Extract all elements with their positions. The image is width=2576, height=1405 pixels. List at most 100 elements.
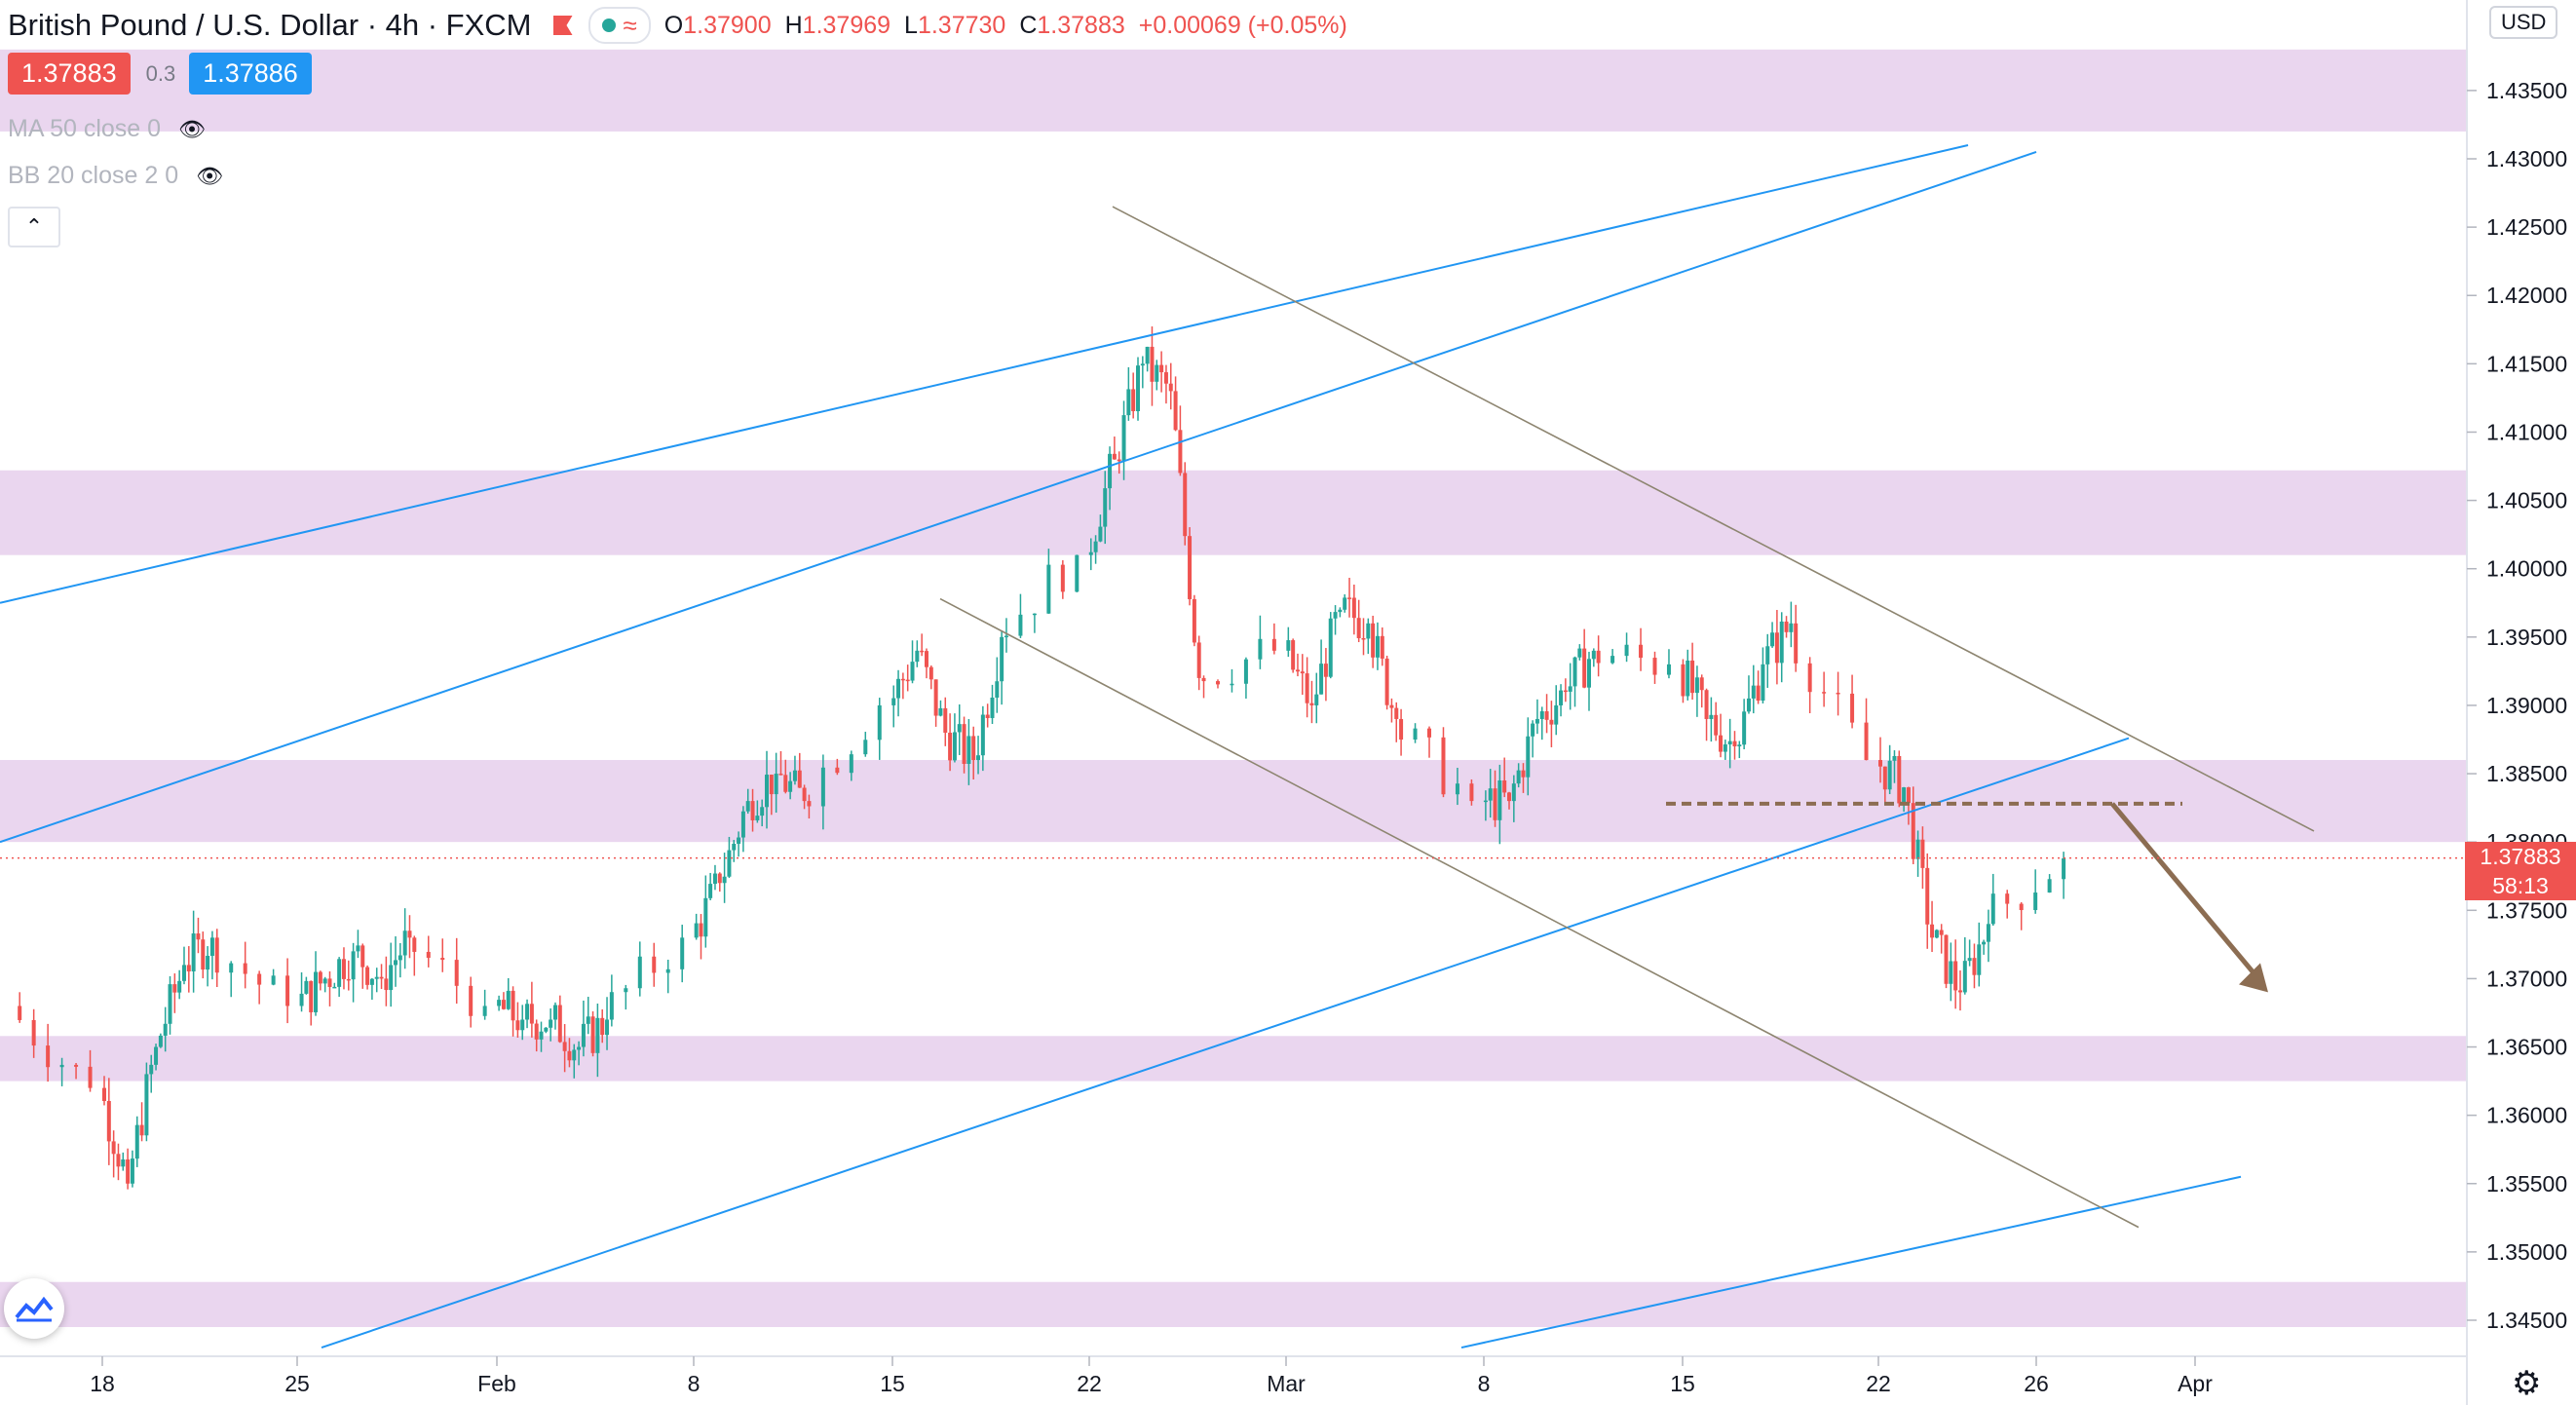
candle-body — [1328, 618, 1333, 677]
candle-body — [102, 1087, 106, 1101]
candle-body — [737, 837, 741, 845]
candle-body — [440, 958, 445, 961]
candle-body — [1351, 597, 1356, 619]
candle-body — [788, 780, 793, 792]
candle-body — [196, 933, 201, 940]
candle-body — [1911, 803, 1915, 859]
candle-body — [341, 959, 346, 979]
support-resistance-zone — [0, 1281, 2467, 1328]
lower-parallel-line — [1460, 1175, 2242, 1349]
candle-body — [144, 1074, 149, 1136]
candle-body — [506, 990, 511, 1009]
candle-body — [1488, 788, 1493, 801]
candle-body — [1319, 664, 1324, 695]
descending-trendline-lower — [939, 597, 2140, 1229]
candle-body — [1347, 597, 1352, 599]
candle-body — [229, 963, 234, 973]
candle-body — [1192, 598, 1196, 643]
candle-body — [1150, 346, 1155, 382]
ohlc-low: L1.37730 — [904, 11, 1006, 39]
indicator-ma[interactable]: MA 50 close 0 👁︎ — [8, 115, 206, 143]
candle-body — [1962, 961, 1967, 993]
price-tick-label: 1.39000 — [2486, 693, 2567, 718]
candle-body — [1427, 728, 1432, 738]
candle-body — [412, 937, 417, 952]
candle-body — [595, 1017, 600, 1053]
candle-body — [915, 650, 920, 663]
candle-body — [1375, 635, 1380, 658]
candle-body — [740, 811, 745, 838]
candle-body — [1751, 685, 1756, 699]
candle-body — [1534, 718, 1539, 724]
candle-body — [374, 976, 379, 979]
candle-body — [783, 775, 788, 792]
candle-body — [1140, 363, 1145, 366]
symbol-title[interactable]: British Pound / U.S. Dollar · 4h · FXCM — [8, 8, 532, 42]
candle-body — [549, 1019, 553, 1028]
logo-icon — [15, 1296, 54, 1322]
candle-body — [139, 1124, 144, 1136]
bearish-arrow-shaft — [2110, 802, 2260, 981]
candle-body — [534, 1023, 539, 1040]
candle-body — [1761, 664, 1765, 702]
price-tick-label: 1.40500 — [2486, 488, 2567, 513]
candle-body — [877, 704, 882, 740]
candle-body — [1126, 389, 1131, 416]
data-status-pill[interactable]: ≈ — [587, 7, 651, 44]
candle-body — [637, 956, 642, 989]
candle-body — [1897, 755, 1902, 804]
candle-body — [1930, 924, 1935, 938]
candle-body — [1699, 677, 1704, 691]
candle-body — [88, 1066, 93, 1088]
candle-body — [1554, 704, 1559, 725]
price-tick-label: 1.43500 — [2486, 78, 2567, 103]
candle-body — [1949, 961, 1953, 984]
candle-body — [1915, 839, 1920, 859]
candle-body — [896, 678, 901, 699]
candle-body — [1972, 958, 1977, 975]
chevron-up-icon: ⌃ — [24, 214, 44, 239]
time-tick-label: 26 — [2024, 1371, 2049, 1396]
candle-body — [1366, 623, 1371, 639]
eye-hidden-icon[interactable]: 👁︎ — [178, 116, 206, 141]
support-resistance-zone — [0, 470, 2467, 555]
candle-body — [1934, 930, 1939, 938]
candle-body — [1774, 632, 1779, 664]
candle-body — [1794, 623, 1799, 664]
tradingview-logo-button[interactable] — [4, 1278, 64, 1339]
candle-body — [1309, 702, 1314, 705]
collapse-legend-button[interactable]: ⌃ — [8, 207, 60, 247]
indicator-bb[interactable]: BB 20 close 2 0 👁︎ — [8, 162, 223, 190]
candle-body — [586, 1016, 590, 1024]
candle-body — [1178, 430, 1183, 474]
eye-hidden-icon[interactable]: 👁︎ — [196, 163, 224, 188]
currency-button[interactable]: USD — [2489, 6, 2558, 39]
candle-body — [1925, 867, 1930, 925]
candle-body — [966, 736, 971, 764]
candle-body — [1291, 640, 1296, 670]
candle-body — [1163, 372, 1168, 384]
candle-body — [552, 1005, 557, 1020]
candle-body — [1596, 650, 1601, 664]
candle-body — [1441, 737, 1446, 795]
candle-body — [31, 1019, 36, 1046]
candle-body — [379, 976, 384, 979]
candle-body — [971, 736, 976, 761]
price-tick-label: 1.42500 — [2486, 214, 2567, 240]
buy-button[interactable]: 1.37886 — [189, 53, 312, 95]
candle-body — [407, 930, 412, 938]
candle-body — [1168, 383, 1173, 392]
candle-body — [600, 1017, 605, 1036]
candle-body — [149, 1064, 154, 1075]
candle-body — [2033, 892, 2038, 911]
candle-body — [398, 955, 402, 961]
candle-body — [1117, 459, 1121, 462]
candle-body — [1112, 453, 1117, 460]
gear-icon[interactable]: ⚙ — [2512, 1365, 2542, 1402]
candle-body — [201, 939, 206, 970]
candle-body — [652, 956, 657, 973]
candle-body — [1878, 760, 1882, 767]
candle-body — [765, 775, 770, 808]
sell-button[interactable]: 1.37883 — [8, 53, 131, 95]
